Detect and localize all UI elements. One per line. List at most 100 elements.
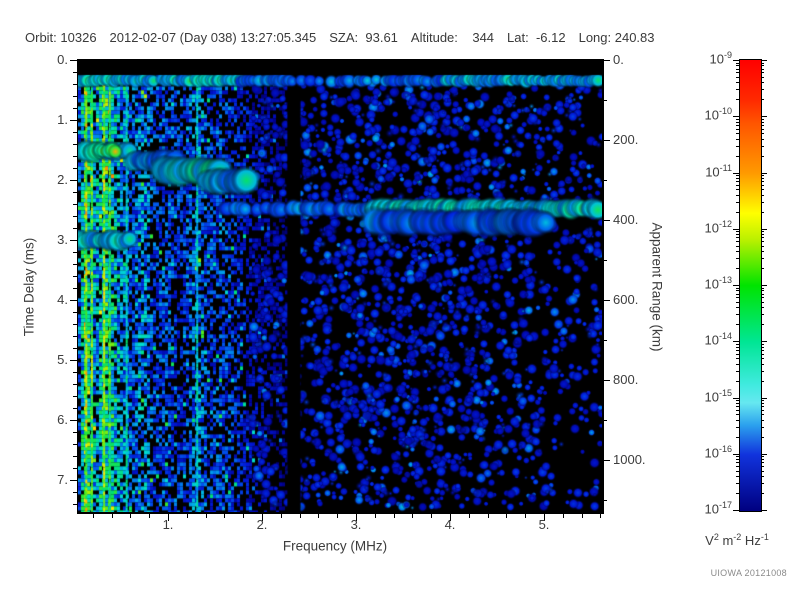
credit-label: UIOWA 20121008 (710, 568, 787, 578)
y-axis-minor-tick (73, 216, 77, 217)
x-axis-minor-tick (337, 514, 339, 518)
colorbar-minor-tick (736, 245, 740, 247)
colorbar-minor-tick (760, 76, 764, 78)
x-axis-minor-tick (412, 514, 414, 518)
header-latitude: Lat: -6.12 (507, 30, 566, 45)
colorbar-minor-tick (736, 124, 740, 126)
colorbar-minor-tick (736, 251, 740, 253)
y-axis-minor-tick (73, 372, 77, 373)
y-axis-title: Time Delay (ms) (21, 237, 37, 337)
y-axis-major-tick (70, 120, 77, 121)
colorbar-minor-tick (760, 231, 764, 233)
colorbar-minor-tick (760, 402, 764, 404)
y-axis-minor-tick (73, 468, 77, 469)
x-axis-minor-tick (525, 514, 527, 518)
colorbar-minor-tick (736, 402, 740, 404)
colorbar-minor-tick (736, 201, 740, 203)
colorbar-minor-tick (736, 301, 740, 303)
colorbar-minor-tick (736, 89, 740, 91)
colorbar-tick-label: 10-9 (709, 50, 732, 67)
colorbar-minor-tick (736, 287, 740, 289)
colorbar (739, 59, 762, 512)
y-axis-minor-tick (73, 84, 77, 85)
y-axis-tick-label: 1. (57, 112, 68, 127)
colorbar-minor-tick (760, 181, 764, 183)
x-axis-minor-tick (92, 514, 94, 518)
colorbar-minor-tick (736, 189, 740, 191)
colorbar-major-tick (733, 116, 740, 118)
colorbar-major-tick (760, 60, 767, 61)
colorbar-minor-tick (736, 470, 740, 472)
y2-axis-tick-label: 600. (613, 292, 639, 307)
colorbar-unit-label: V2 m-2 Hz-1 (705, 531, 769, 549)
colorbar-minor-tick (760, 211, 764, 213)
y2-axis-title: Apparent Range (km) (649, 222, 665, 352)
colorbar-minor-tick (760, 456, 764, 458)
colorbar-minor-tick (736, 181, 740, 183)
colorbar-minor-tick (760, 459, 764, 461)
colorbar-minor-tick (760, 476, 764, 478)
x-axis-minor-tick (393, 514, 395, 518)
x-axis-minor-tick (149, 514, 151, 518)
y-axis-tick-label: 4. (57, 292, 68, 307)
x-axis-minor-tick (374, 514, 376, 518)
colorbar-tick-label: 10-13 (704, 275, 732, 292)
y-axis-tick-label: 2. (57, 172, 68, 187)
y-axis-minor-tick (73, 276, 77, 277)
colorbar-major-tick (733, 60, 740, 61)
y-axis-minor-tick (73, 444, 77, 445)
y-axis-minor-tick (73, 156, 77, 157)
colorbar-minor-tick (736, 155, 740, 157)
y-axis-major-tick (70, 60, 77, 61)
colorbar-minor-tick (760, 72, 764, 74)
colorbar-minor-tick (760, 466, 764, 468)
y-axis-minor-tick (73, 96, 77, 97)
colorbar-minor-tick (760, 258, 764, 260)
colorbar-minor-tick (760, 128, 764, 130)
y2-axis-minor-tick (603, 340, 607, 341)
colorbar-minor-tick (736, 184, 740, 186)
y2-axis-tick-label: 200. (613, 132, 639, 147)
y2-axis-major-tick (603, 380, 610, 381)
colorbar-minor-tick (736, 258, 740, 260)
colorbar-major-tick (733, 172, 740, 174)
y-axis-minor-tick (73, 108, 77, 109)
colorbar-minor-tick (760, 189, 764, 191)
x-axis-major-tick (262, 514, 263, 521)
colorbar-minor-tick (760, 234, 764, 236)
colorbar-minor-tick (760, 346, 764, 348)
x-axis-major-tick (450, 514, 451, 521)
colorbar-minor-tick (736, 133, 740, 135)
colorbar-minor-tick (736, 99, 740, 101)
y-axis-minor-tick (73, 264, 77, 265)
colorbar-minor-tick (736, 358, 740, 360)
y-axis-minor-tick (73, 132, 77, 133)
colorbar-minor-tick (760, 353, 764, 355)
colorbar-minor-tick (736, 175, 740, 177)
y2-axis-minor-tick (603, 420, 607, 421)
y2-axis-major-tick (603, 300, 610, 301)
x-axis-minor-tick (224, 514, 226, 518)
colorbar-minor-tick (736, 128, 740, 130)
colorbar-minor-tick (760, 483, 764, 485)
colorbar-minor-tick (760, 314, 764, 316)
colorbar-tick-label: 10-16 (704, 443, 732, 461)
colorbar-minor-tick (736, 237, 740, 239)
x-axis-major-tick (168, 514, 169, 521)
y2-axis-tick-label: 1000. (613, 452, 646, 467)
y-axis-minor-tick (73, 348, 77, 349)
colorbar-minor-tick (760, 363, 764, 365)
colorbar-major-tick (733, 228, 740, 230)
colorbar-minor-tick (760, 290, 764, 292)
x-axis-major-tick (356, 514, 357, 521)
colorbar-major-tick (760, 341, 767, 343)
y-axis-minor-tick (73, 384, 77, 385)
colorbar-minor-tick (736, 62, 740, 64)
colorbar-minor-tick (760, 462, 764, 464)
colorbar-minor-tick (760, 121, 764, 123)
colorbar-minor-tick (736, 76, 740, 78)
x-axis-minor-tick (468, 514, 470, 518)
header-orbit: Orbit: 10326 (25, 30, 97, 45)
y-axis-minor-tick (73, 252, 77, 253)
y-axis-tick-label: 0. (57, 52, 68, 67)
